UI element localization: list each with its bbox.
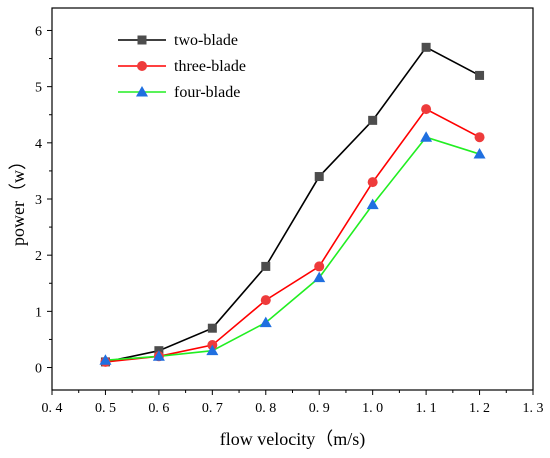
y-tick-label: 6 <box>35 24 42 39</box>
data-point-two-blade <box>207 323 217 333</box>
x-axis-ticks: 0. 4 0. 5 0. 6 0. 7 0. 8 0. 9 1. 0 1. 1 1. 2 1. 3 <box>42 390 544 416</box>
data-point-four-blade <box>313 271 326 283</box>
data-point-three-blade <box>474 132 485 143</box>
data-point-three-blade <box>260 295 271 306</box>
x-tick-label: 0. 8 <box>255 401 276 416</box>
data-point-four-blade <box>99 354 112 365</box>
data-point-two-blade <box>368 115 378 125</box>
data-point-two-blade <box>314 172 324 182</box>
legend-marker <box>137 61 147 71</box>
y-tick-label: 0 <box>35 362 42 377</box>
data-point-three-blade <box>367 177 378 188</box>
series-line-two-blade <box>105 46 480 363</box>
x-tick-label: 1. 1 <box>416 401 437 416</box>
y-tick-label: 5 <box>35 81 42 96</box>
data-point-two-blade <box>421 42 431 52</box>
data-point-four-blade <box>366 198 379 210</box>
y-tick-label: 1 <box>35 305 42 320</box>
legend-item-two-blade: two-blade <box>118 32 238 49</box>
legend-label: four-blade <box>174 84 240 101</box>
data-point-four-blade <box>206 344 219 356</box>
data-point-two-blade <box>261 261 271 271</box>
series-line-four-blade <box>105 136 480 362</box>
legend: two-blade three-blade four-blade <box>118 32 246 101</box>
data-point-three-blade <box>314 261 325 272</box>
series-markers-group <box>99 42 486 367</box>
x-tick-label: 0. 6 <box>148 401 169 416</box>
data-point-four-blade <box>473 148 486 159</box>
data-point-three-blade <box>421 104 432 115</box>
x-tick-label: 0. 5 <box>95 401 116 416</box>
x-tick-label: 1. 3 <box>523 401 544 416</box>
x-axis-title: flow velocity（m/s) <box>220 429 365 450</box>
legend-item-four-blade: four-blade <box>118 84 240 101</box>
x-tick-label: 0. 4 <box>42 401 63 416</box>
data-point-four-blade <box>420 131 433 142</box>
legend-label: two-blade <box>174 32 238 49</box>
y-tick-label: 3 <box>35 193 42 208</box>
x-tick-label: 1. 2 <box>469 401 490 416</box>
data-point-four-blade <box>259 316 272 328</box>
data-point-four-blade <box>152 350 165 361</box>
y-tick-label: 2 <box>35 249 42 264</box>
legend-label: three-blade <box>174 58 246 75</box>
legend-item-three-blade: three-blade <box>118 58 246 75</box>
series-lines-group <box>105 46 480 363</box>
series-line-three-blade <box>105 108 480 363</box>
x-tick-label: 0. 7 <box>202 401 223 416</box>
x-tick-label: 1. 0 <box>362 401 383 416</box>
y-tick-label: 4 <box>35 137 42 152</box>
y-axis-ticks: 0 1 2 3 4 5 6 <box>35 24 52 377</box>
legend-marker <box>136 86 148 97</box>
legend-marker <box>137 35 147 45</box>
y-axis-title: power（w） <box>8 152 28 246</box>
x-tick-label: 0. 9 <box>309 401 330 416</box>
data-point-two-blade <box>475 70 485 80</box>
